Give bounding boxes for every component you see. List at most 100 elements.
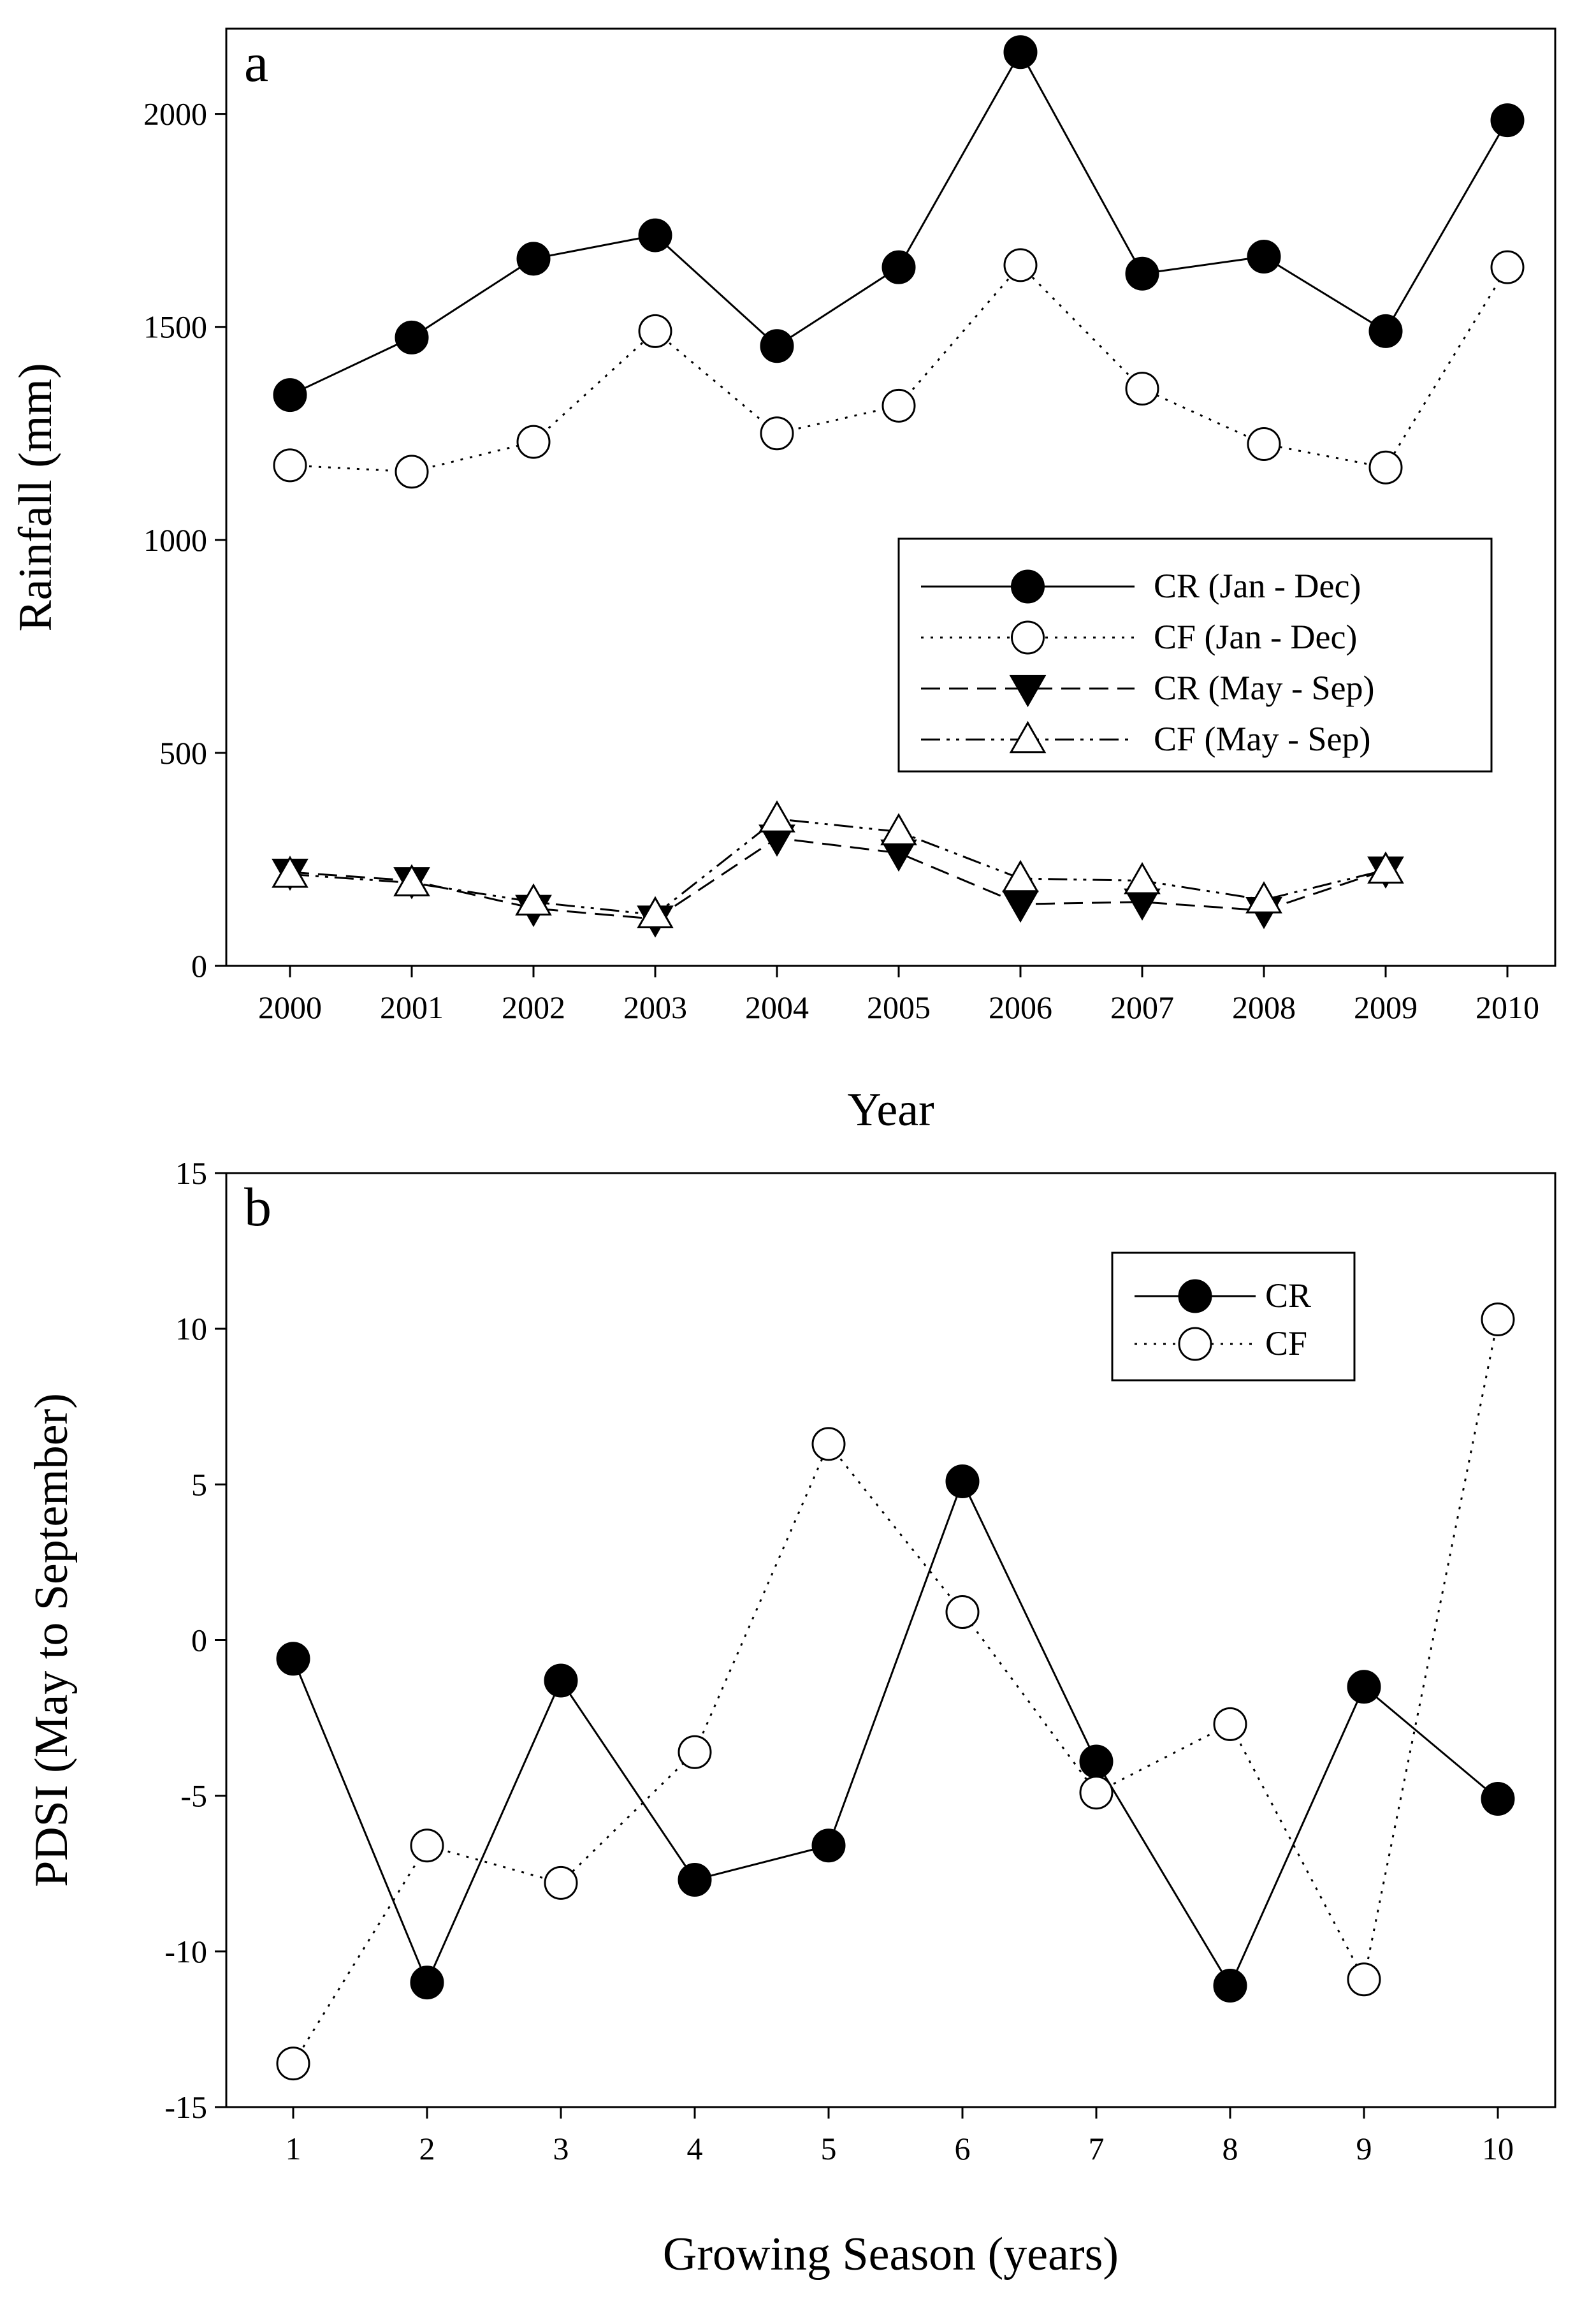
- panel-b: b -15 -10 -5 0 5 10 15 1 2 3 4 5 6 7 8 9 10 Growing Season…: [25, 1155, 1556, 2280]
- data-point-0-1: [410, 1966, 444, 2000]
- data-point-2-6: [1002, 890, 1039, 923]
- legend-marker: [1009, 675, 1047, 708]
- data-point-1-1: [395, 455, 429, 489]
- data-point-1-9: [1368, 450, 1403, 485]
- y-tick-label: 0: [191, 948, 207, 984]
- x-tick-label: 2: [419, 2131, 435, 2166]
- x-tick-label: 3: [553, 2131, 569, 2166]
- data-point-3-7: [1124, 862, 1161, 894]
- legend-label: CF (Jan - Dec): [1154, 618, 1357, 656]
- x-tick-label: 2000: [258, 989, 322, 1025]
- x-axis-label: Year: [847, 1084, 934, 1136]
- x-tick-label: 2007: [1110, 989, 1174, 1025]
- x-tick-label: 8: [1222, 2131, 1238, 2166]
- x-tick-label: 2003: [623, 989, 687, 1025]
- x-tick-label: 4: [687, 2131, 703, 2166]
- data-point-1-4: [760, 416, 794, 451]
- panel-label: a: [244, 32, 268, 93]
- data-point-0-5: [945, 1464, 980, 1498]
- y-tick-label: 0: [191, 1623, 207, 1658]
- data-point-3-9: [1367, 851, 1404, 884]
- data-point-0-6: [1079, 1744, 1114, 1779]
- x-tick-label: 2004: [745, 989, 809, 1025]
- legend-label: CR (May - Sep): [1154, 669, 1374, 707]
- data-point-1-7: [1125, 372, 1159, 406]
- data-point-1-4: [811, 1427, 846, 1461]
- x-tick-label: 6: [955, 2131, 971, 2166]
- legend-marker: [1011, 620, 1045, 655]
- x-tick-label: 2002: [502, 989, 565, 1025]
- x-axis-label: Growing Season (years): [663, 2228, 1119, 2280]
- legend-marker: [1178, 1327, 1212, 1361]
- data-point-0-3: [638, 218, 672, 252]
- data-point-1-2: [516, 425, 551, 459]
- data-point-0-2: [516, 242, 551, 276]
- y-tick-label: 1000: [143, 522, 207, 558]
- data-point-1-3: [678, 1735, 712, 1769]
- y-axis-label: Rainfall (mm): [10, 363, 62, 631]
- y-tick-label: 10: [175, 1311, 207, 1346]
- x-tick-label: 2010: [1476, 989, 1539, 1025]
- legend: CR (Jan - Dec) CF (Jan - Dec) CR (May - Se…: [897, 537, 1493, 773]
- data-point-1-0: [276, 2047, 310, 2081]
- panel-a: a 0 500 1000 1500 2000 2000 2001 2002 2003 2004 200…: [10, 27, 1556, 1136]
- x-tick-label: 2009: [1354, 989, 1418, 1025]
- y-tick-label: 5: [191, 1466, 207, 1502]
- data-point-0-4: [760, 329, 794, 363]
- data-point-0-8: [1347, 1670, 1381, 1704]
- data-point-1-0: [273, 448, 307, 483]
- y-axis-label: PDSI (May to September): [25, 1393, 78, 1887]
- data-point-0-2: [544, 1663, 578, 1698]
- data-point-0-7: [1125, 256, 1159, 291]
- x-tick-label: 2005: [867, 989, 931, 1025]
- series-line-1: [289, 263, 1509, 473]
- data-point-1-5: [945, 1595, 980, 1630]
- data-point-1-8: [1347, 1962, 1381, 1997]
- panel-label: b: [244, 1176, 272, 1237]
- legend-marker: [1178, 1279, 1212, 1313]
- x-tick-label: 7: [1089, 2131, 1105, 2166]
- plot-frame: [225, 27, 1556, 967]
- legend-marker: [1011, 569, 1045, 604]
- data-point-0-0: [273, 378, 307, 412]
- data-point-0-7: [1213, 1969, 1247, 2003]
- data-point-0-1: [395, 320, 429, 354]
- data-point-3-6: [1002, 859, 1039, 893]
- series-line-1: [292, 1319, 1499, 2064]
- series-line-3: [289, 817, 1386, 916]
- data-point-0-6: [1003, 35, 1038, 69]
- x-tick-label: 5: [821, 2131, 837, 2166]
- x-tick-label: 2001: [380, 989, 444, 1025]
- data-point-1-6: [1079, 1776, 1114, 1810]
- y-tick-label: 2000: [143, 96, 207, 132]
- y-tick-label: -5: [180, 1778, 207, 1814]
- series-line-0: [292, 1478, 1498, 1988]
- data-point-1-5: [881, 388, 916, 423]
- data-point-0-8: [1247, 239, 1281, 274]
- data-point-1-1: [410, 1828, 444, 1863]
- x-tick-label: 10: [1482, 2131, 1514, 2166]
- legend: CR CF: [1111, 1252, 1356, 1382]
- data-point-0-9: [1368, 314, 1403, 348]
- legend-label: CF (May - Sep): [1154, 720, 1370, 758]
- x-tick-label: 9: [1356, 2131, 1372, 2166]
- x-tick-label: 2006: [989, 989, 1052, 1025]
- data-point-1-8: [1247, 427, 1281, 461]
- data-point-0-10: [1490, 103, 1525, 138]
- data-point-3-4: [758, 800, 795, 833]
- data-point-1-7: [1213, 1707, 1247, 1741]
- data-point-1-3: [638, 314, 672, 348]
- legend-marker: [1009, 720, 1047, 754]
- data-point-1-6: [1003, 248, 1038, 282]
- data-point-0-9: [1481, 1782, 1515, 1816]
- series-line-2: [289, 836, 1386, 921]
- data-point-3-0: [272, 856, 308, 888]
- y-tick-label: -15: [164, 2089, 207, 2125]
- x-tick-label: 1: [286, 2131, 301, 2166]
- data-point-0-5: [881, 250, 916, 284]
- legend-box: [1111, 1252, 1356, 1382]
- series-line-0: [289, 50, 1509, 396]
- legend-box: [897, 537, 1493, 773]
- x-tick-label: 2008: [1232, 989, 1296, 1025]
- data-point-3-2: [515, 883, 552, 916]
